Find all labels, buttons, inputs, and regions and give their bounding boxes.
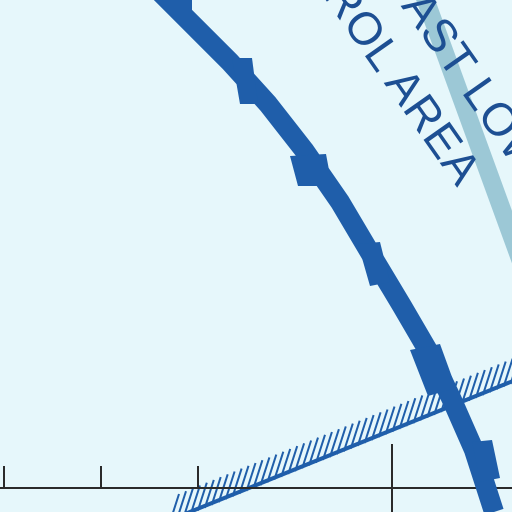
- airway-hatch-tick: [259, 457, 271, 486]
- control-area-label: COAST LOW NTROL AREA: [278, 0, 512, 194]
- airway-hatch-tick: [280, 448, 292, 478]
- airway-hatch-tick: [412, 395, 424, 424]
- airway-hatch-tick: [488, 364, 500, 393]
- airway-hatch-tick: [370, 411, 382, 441]
- airway-hatched-band: [172, 358, 512, 512]
- airway-hatch-tick: [231, 468, 243, 497]
- boundary-notch: [410, 344, 456, 396]
- airway-hatch-tick: [502, 358, 512, 388]
- airway-centerline: [184, 379, 512, 512]
- airway-hatch-tick: [178, 490, 187, 512]
- airway-hatch-tick: [481, 366, 493, 396]
- airway-hatch-tick: [426, 389, 438, 419]
- airway-hatch-tick: [349, 420, 361, 450]
- airway-hatch-tick: [405, 397, 417, 427]
- airway-hatch-tick: [321, 431, 333, 461]
- airway-hatch-tick: [252, 459, 264, 489]
- airway-hatch-tick: [384, 406, 396, 435]
- airway-hatch-tick: [391, 403, 403, 433]
- shoreline-band: [416, 0, 512, 264]
- airway-hatch-tick: [356, 417, 368, 447]
- airway-hatch-tick: [474, 369, 486, 399]
- airway-hatch-tick: [363, 414, 375, 444]
- airway-hatch-tick: [190, 485, 201, 512]
- airway-hatch-tick: [377, 409, 389, 438]
- boundary-notch: [472, 440, 500, 482]
- airway-hatch-tick: [203, 479, 215, 509]
- boundary-notch: [358, 242, 390, 286]
- airway-hatch-tick: [238, 465, 250, 495]
- airway-hatch-tick: [419, 392, 431, 421]
- airway-hatch-ticks: [172, 358, 512, 512]
- boundary-notch: [290, 154, 332, 186]
- airway-hatch-tick: [294, 442, 306, 472]
- airway-hatch-tick: [495, 361, 507, 390]
- airway-hatch-tick: [210, 476, 222, 506]
- airway-hatch-tick: [245, 462, 257, 492]
- airway-hatch-tick: [467, 372, 479, 402]
- airspace-boundary-line: [153, 0, 504, 512]
- airway-hatch-tick: [308, 437, 319, 466]
- airway-hatch-tick: [342, 423, 354, 452]
- airway-hatch-tick: [172, 493, 180, 512]
- airway-hatch-tick: [224, 471, 236, 500]
- airway-hatch-tick: [328, 428, 340, 458]
- airway-hatch-tick: [301, 440, 313, 469]
- airway-hatch-tick: [273, 451, 285, 481]
- airway-hatch-tick: [335, 426, 347, 455]
- boundary-notch: [162, 0, 192, 14]
- airway-hatch-tick: [287, 445, 299, 475]
- boundary-notch: [232, 58, 258, 104]
- airway-hatch-tick: [398, 400, 410, 430]
- airway-hatch-tick: [266, 454, 278, 483]
- airway-hatch-tick: [460, 375, 472, 405]
- airway-hatch-tick: [315, 434, 326, 464]
